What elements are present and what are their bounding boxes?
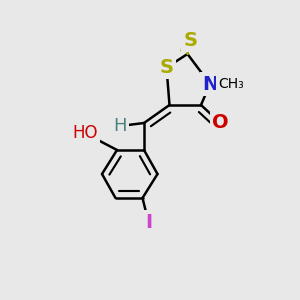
Text: S: S — [184, 31, 197, 50]
Text: O: O — [212, 113, 229, 133]
Text: CH₃: CH₃ — [218, 77, 244, 91]
Text: S: S — [160, 58, 173, 77]
Text: I: I — [145, 212, 152, 232]
Text: N: N — [202, 74, 218, 94]
Text: HO: HO — [73, 124, 98, 142]
Text: H: H — [113, 117, 127, 135]
